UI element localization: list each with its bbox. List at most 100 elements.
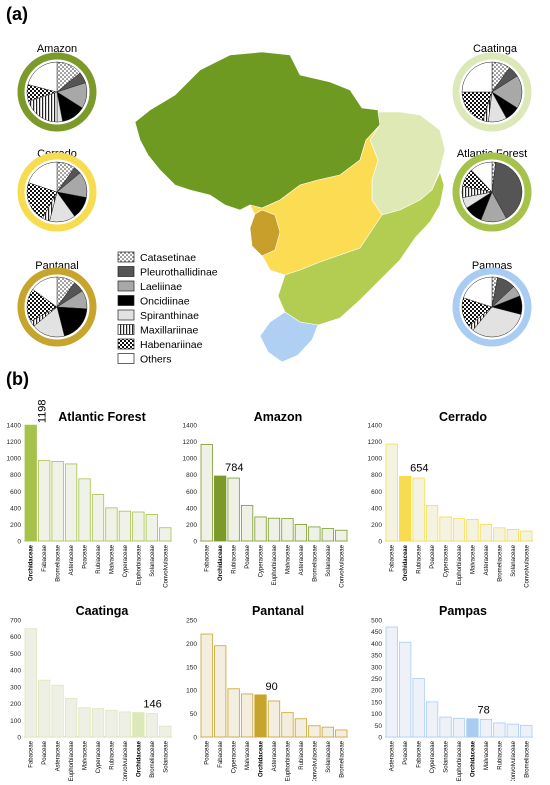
- bar-solanaceae: [439, 716, 452, 738]
- bar-malvaceae: [479, 719, 493, 738]
- bar-orchidaceae: [254, 694, 267, 738]
- pie-caatinga: Caatinga: [452, 43, 532, 132]
- bar-convolvulaceae: [335, 529, 348, 542]
- bar-bromeliaceae: [335, 729, 348, 738]
- bar-euphorbiaceae: [267, 517, 281, 542]
- legend-swatch-pleurothallidinae: [117, 266, 135, 277]
- biome-ring: [17, 52, 97, 132]
- x-tick-label: Malvaceae: [285, 544, 291, 574]
- x-tick-label: Orchidaceae: [136, 740, 142, 777]
- x-tick-label: Rubiaceae: [232, 544, 238, 573]
- x-tick-label: Solanaceae: [444, 740, 450, 772]
- bar-euphorbiaceae: [281, 712, 294, 738]
- bar-rubiaceae: [105, 709, 118, 738]
- x-tick-label: Asteraceae: [299, 544, 305, 575]
- tribe-legend: Catasetinae Pleurothallidinae Laeliinae Onc…: [117, 251, 218, 366]
- y-tick-label: 300: [371, 664, 382, 671]
- y-tick-label: 450: [371, 629, 382, 636]
- y-tick-label: 200: [10, 522, 21, 529]
- bar-cyperaceae: [91, 708, 105, 738]
- bar-solanaceae: [321, 726, 334, 738]
- panel-label-b: (b): [6, 369, 29, 389]
- x-tick-label: Malvaceae: [484, 740, 490, 770]
- bar-solanaceae: [145, 514, 158, 542]
- y-tick-label: 0: [17, 539, 21, 546]
- bar-fabaceae: [38, 460, 51, 542]
- x-tick-label: Bromeliaceae: [497, 544, 503, 581]
- highlight-value-label: 1198: [37, 400, 49, 424]
- x-tick-label: Malvaceae: [470, 544, 476, 574]
- y-tick-label: 800: [10, 472, 21, 479]
- y-tick-label: 800: [186, 472, 197, 479]
- bar-euphorbiaceae: [452, 518, 466, 542]
- bar-chart-caatinga: Caatinga 0 100 200 300 400 500 600 700 Fabaceae Po…: [10, 604, 172, 784]
- x-tick-label: Rubiaceae: [96, 544, 102, 573]
- x-tick-label: Bromeliaceae: [524, 740, 530, 777]
- y-tick-label: 150: [371, 699, 382, 706]
- y-tick-label: 1000: [183, 456, 198, 463]
- legend-label-pleurothallidinae: Pleurothallidinae: [140, 267, 218, 279]
- bar-cyperaceae: [439, 516, 452, 542]
- pie-slice-spiranthinae: [472, 306, 522, 338]
- x-tick-label: Convolvulaceae: [524, 544, 530, 587]
- y-tick-label: 600: [10, 489, 21, 496]
- bar-asteraceae: [294, 524, 308, 542]
- bar-chart-title: Pampas: [439, 604, 487, 618]
- x-tick-label: Solanaceae: [150, 544, 156, 576]
- y-tick-label: 1200: [368, 439, 383, 446]
- legend-swatch-maxillariinae: [117, 324, 135, 335]
- bar-orchidaceae: [399, 475, 412, 542]
- pie-slice-others: [461, 61, 493, 93]
- bar-malvaceae: [466, 519, 479, 542]
- map-region-atlantic-forest: [277, 171, 445, 326]
- biome-ring: [452, 267, 532, 347]
- bar-orchidaceae: [466, 718, 479, 738]
- x-tick-label: Rubiaceae: [417, 544, 423, 573]
- x-tick-label: Solanaceae: [511, 544, 517, 576]
- pie-charts: Amazon Caatinga Cerrado Atlantic Forest Pant…: [17, 43, 532, 347]
- bar-asteraceae: [385, 626, 398, 738]
- bar-bromeliaceae: [308, 526, 321, 542]
- bar-fabaceae: [412, 678, 425, 738]
- x-tick-label: Solanaceae: [326, 740, 332, 772]
- bar-chart-title: Amazon: [254, 410, 303, 424]
- y-tick-label: 700: [10, 618, 21, 625]
- bar-rubiaceae: [227, 477, 240, 542]
- x-tick-label: Malvaceae: [83, 740, 89, 770]
- x-tick-label: Euphorbiaceae: [69, 740, 75, 781]
- y-tick-label: 1400: [183, 423, 198, 430]
- bar-convolvulaceae: [159, 527, 172, 542]
- legend-swatch-others: [117, 353, 135, 364]
- bar-rubiaceae: [294, 718, 308, 738]
- x-tick-label: Poaceae: [403, 740, 409, 764]
- x-tick-label: Asteraceae: [272, 740, 278, 771]
- bar-solanaceae: [506, 529, 519, 542]
- bar-cyperaceae: [425, 701, 439, 738]
- x-tick-label: Convolvulaceae: [339, 544, 345, 587]
- x-tick-label: Solanaceae: [163, 740, 169, 772]
- y-tick-label: 250: [186, 618, 197, 625]
- x-tick-label: Orchidaceae: [259, 740, 265, 777]
- y-tick-label: 800: [371, 472, 382, 479]
- bar-euphorbiaceae: [64, 698, 78, 738]
- pie-slice-others: [28, 161, 58, 193]
- y-tick-label: 0: [193, 735, 197, 742]
- bar-fabaceae: [385, 443, 398, 542]
- legend-label-maxillariinae: Maxillariinae: [140, 325, 199, 337]
- legend-label-catasetinae: Catasetinae: [140, 252, 196, 264]
- y-tick-label: 100: [371, 711, 382, 718]
- biome-ring: [452, 152, 532, 232]
- x-tick-label: Poaceae: [430, 544, 436, 568]
- y-tick-label: 200: [186, 522, 197, 529]
- bar-chart-title: Caatinga: [76, 604, 130, 618]
- highlight-value-label: 784: [225, 462, 243, 474]
- y-tick-label: 350: [371, 653, 382, 660]
- bar-poaceae: [38, 679, 51, 738]
- y-tick-label: 400: [10, 505, 21, 512]
- y-tick-label: 1000: [368, 456, 383, 463]
- x-tick-label: Cyperaceae: [232, 740, 238, 773]
- pie-slice-pleurothallidinae: [491, 161, 523, 219]
- x-tick-label: Asteraceae: [56, 740, 62, 771]
